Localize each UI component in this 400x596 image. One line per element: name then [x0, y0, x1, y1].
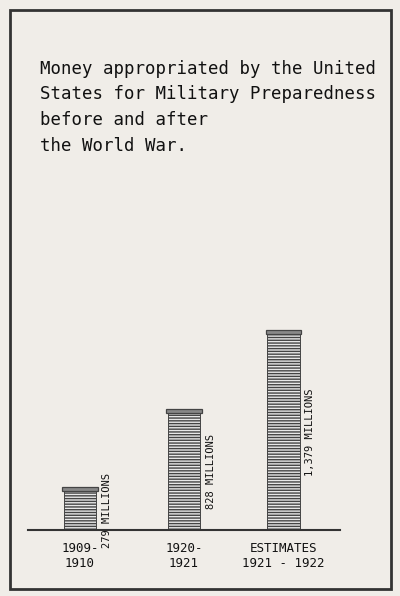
Text: 828 MILLIONS: 828 MILLIONS: [206, 434, 216, 509]
Text: 1,379 MILLIONS: 1,379 MILLIONS: [305, 389, 315, 476]
Bar: [64, 491, 96, 530]
Bar: [168, 412, 200, 530]
Text: 279 MILLIONS: 279 MILLIONS: [102, 473, 112, 548]
Bar: [62, 487, 98, 491]
Bar: [266, 330, 302, 334]
Bar: [166, 409, 202, 412]
Text: Money appropriated by the United
States for Military Preparedness
before and aft: Money appropriated by the United States …: [40, 60, 376, 155]
Bar: [267, 334, 300, 530]
